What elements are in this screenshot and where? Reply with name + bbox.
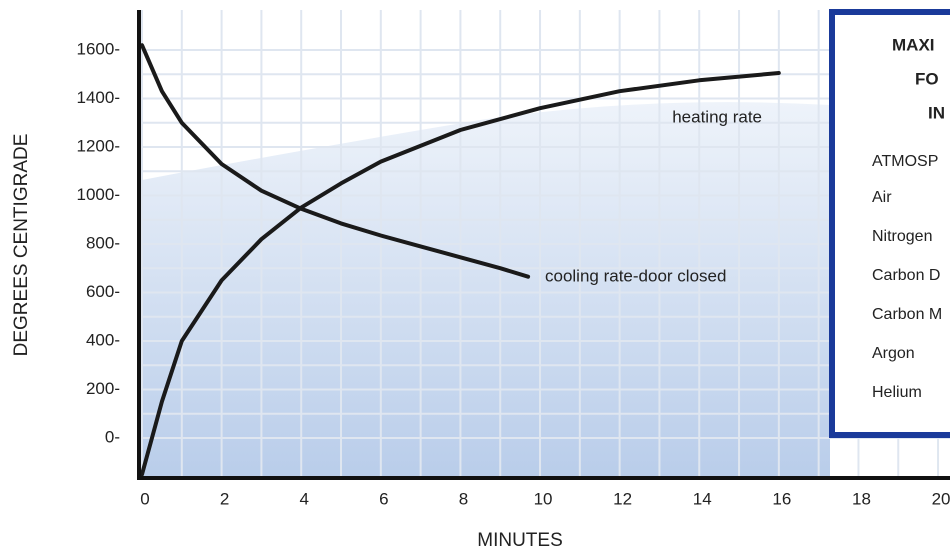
x-tick-label: 14 [693,489,712,508]
panel-header: ATMOSP [872,153,938,170]
y-tick-label: 1600- [77,39,120,58]
x-tick-label: 4 [299,489,308,508]
y-tick-label: 400- [86,330,120,349]
x-tick-label: 8 [459,489,468,508]
y-tick-label: 1000- [77,185,120,204]
y-tick-label: 1200- [77,136,120,155]
y-tick-label: 1400- [77,88,120,107]
series-label: cooling rate-door closed [545,266,726,285]
panel-item: Carbon D [872,267,940,284]
x-tick-label: 10 [534,489,553,508]
y-tick-label: 0- [105,427,120,446]
panel-item: Helium [872,384,922,401]
panel-title: IN [928,103,945,122]
y-tick-label: 600- [86,282,120,301]
x-tick-label: 6 [379,489,388,508]
y-tick-label: 800- [86,233,120,252]
x-tick-label: 2 [220,489,229,508]
panel-item: Nitrogen [872,228,932,245]
series-label: heating rate [672,107,762,126]
x-tick-label: 20 [932,489,950,508]
legend-panel: MAXI FO IN ATMOSP Air Nitrogen Carbon D Carbon … [829,9,950,438]
x-tick-label: 12 [613,489,632,508]
panel-title: MAXI [892,35,935,54]
series-line [140,71,781,477]
x-tick-label: 18 [852,489,871,508]
panel-item: Carbon M [872,306,942,323]
x-axis-title: MINUTES [477,530,563,551]
y-tick-label: 200- [86,379,120,398]
panel-box [829,9,950,438]
x-tick-label: 0 [140,489,149,508]
background-fill [142,102,830,478]
series-line [140,43,531,279]
x-tick-label: 16 [772,489,791,508]
y-axis-title: DEGREES CENTIGRADE [11,134,32,357]
panel-title: FO [915,69,939,88]
panel-item: Argon [872,345,915,362]
panel-item: Air [872,189,892,206]
